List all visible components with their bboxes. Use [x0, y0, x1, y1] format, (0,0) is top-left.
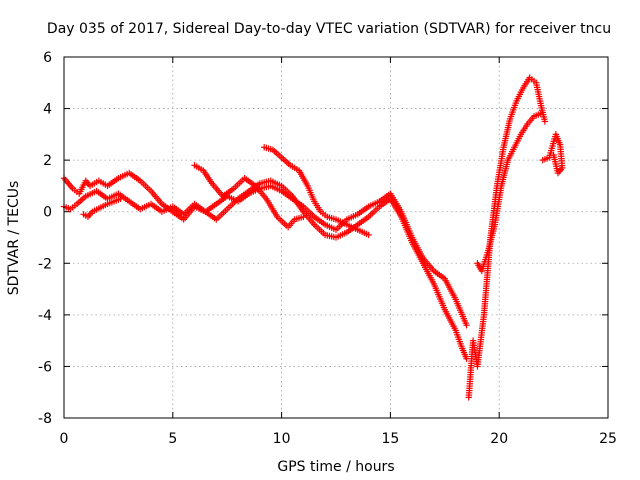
data-point	[463, 321, 470, 329]
x-tick-label: 25	[599, 431, 617, 447]
y-tick-label: -6	[38, 359, 52, 375]
y-tick-label: -8	[38, 411, 52, 427]
grid-layer	[64, 57, 608, 418]
x-axis-label: GPS time / hours	[277, 459, 394, 475]
data-point	[300, 213, 307, 221]
data-point	[550, 151, 557, 159]
chart-title: Day 035 of 2017, Sidereal Day-to-day VTE…	[47, 21, 611, 37]
y-tick-label: -4	[38, 308, 52, 324]
tick-layer: 0 5 10 15 20 25 -8 -6 -4 -2 0 2 4 6	[38, 50, 617, 447]
data-point	[541, 118, 549, 125]
x-tick-label: 20	[490, 431, 508, 447]
y-tick-label: 4	[43, 102, 52, 118]
data-point	[537, 110, 544, 117]
x-tick-label: 10	[273, 431, 291, 447]
x-tick-label: 0	[60, 431, 69, 447]
y-tick-label: 0	[43, 205, 52, 221]
data-points-layer	[60, 74, 566, 401]
y-tick-label: 2	[43, 153, 52, 169]
y-tick-label: -2	[38, 256, 52, 272]
data-point	[365, 231, 372, 239]
data-point	[117, 195, 124, 203]
plot-frame	[63, 56, 609, 419]
x-tick-label: 5	[168, 431, 177, 447]
y-axis-label: SDTVAR / TECUs	[6, 181, 22, 296]
y-tick-label: 6	[43, 50, 52, 66]
x-tick-label: 15	[381, 431, 399, 447]
